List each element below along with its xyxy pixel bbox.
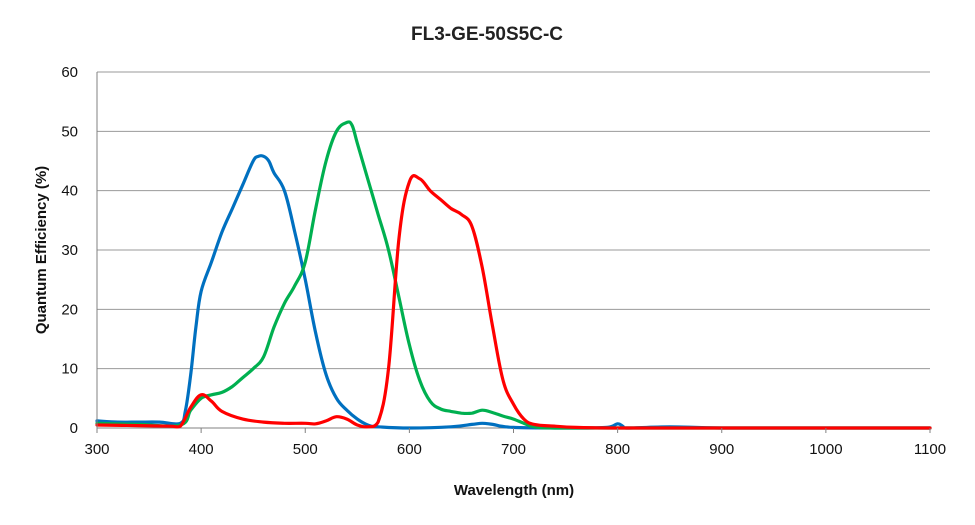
- y-axis-title: Quantum Efficiency (%): [33, 166, 50, 334]
- x-axis: 300 400 500 600 700 800 900 1000 1100: [84, 428, 946, 458]
- y-tick-label: 10: [61, 361, 78, 378]
- y-tick-label: 40: [61, 183, 78, 200]
- y-tick-label: 30: [61, 242, 78, 259]
- x-tick-label: 600: [397, 441, 422, 458]
- plot-area: [95, 120, 932, 430]
- x-tick-label: 700: [501, 441, 526, 458]
- x-tick-label: 800: [605, 441, 630, 458]
- x-axis-title: Wavelength (nm): [454, 482, 574, 499]
- chart-title: FL3-GE-50S5C-C: [411, 24, 563, 45]
- series-line-2: [95, 120, 932, 430]
- x-tick-label: 500: [293, 441, 318, 458]
- x-tick-label: 900: [709, 441, 734, 458]
- y-tick-label: 60: [61, 64, 78, 81]
- series-line-3: [95, 174, 932, 430]
- series-line-1: [95, 154, 932, 430]
- y-tick-label: 0: [70, 420, 78, 437]
- y-tick-label: 20: [61, 301, 78, 318]
- x-tick-label: 1000: [809, 441, 842, 458]
- gridlines: [97, 71, 930, 429]
- y-tick-label: 50: [61, 123, 78, 140]
- y-axis: 0 10 20 30 40 50 60: [61, 64, 98, 437]
- x-tick-label: 400: [189, 441, 214, 458]
- x-tick-label: 1100: [914, 441, 946, 458]
- x-tick-label: 300: [84, 441, 109, 458]
